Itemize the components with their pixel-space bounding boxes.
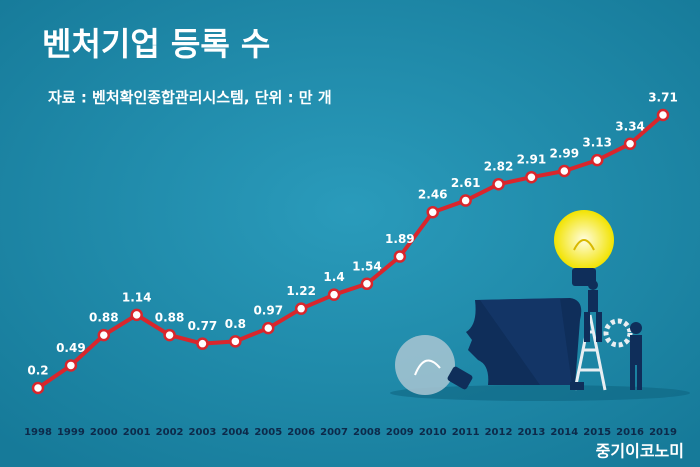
data-label: 1.54 <box>352 259 382 273</box>
data-label: 1.89 <box>385 232 415 246</box>
x-tick-label: 2000 <box>90 427 118 438</box>
x-tick-label: 2005 <box>254 427 282 438</box>
data-label: 0.88 <box>155 311 185 325</box>
data-point <box>130 308 143 322</box>
data-label: 0.88 <box>89 311 119 325</box>
data-label: 1.14 <box>122 290 152 304</box>
data-point <box>426 205 439 219</box>
data-label: 1.4 <box>323 270 344 284</box>
x-tick-label: 2004 <box>221 427 249 438</box>
data-point <box>294 302 308 315</box>
data-label: 3.13 <box>582 136 612 150</box>
data-label: 2.61 <box>451 176 481 190</box>
x-tick-label: 2006 <box>287 427 315 438</box>
data-point <box>31 381 45 395</box>
data-point <box>64 359 78 372</box>
data-label: 0.77 <box>188 319 218 333</box>
data-label: 0.49 <box>56 341 86 355</box>
x-tick-label: 2016 <box>616 427 644 438</box>
x-tick-label: 2019 <box>649 427 677 438</box>
data-point <box>590 153 604 167</box>
x-tick-label: 1999 <box>57 427 85 438</box>
data-label: 1.22 <box>286 284 316 298</box>
data-label: 3.71 <box>648 91 678 105</box>
data-label: 2.82 <box>484 160 514 174</box>
data-label: 0.97 <box>253 304 283 318</box>
x-tick-label: 2007 <box>320 427 348 438</box>
x-tick-label: 2012 <box>485 427 513 438</box>
x-tick-label: 2014 <box>550 427 578 438</box>
x-tick-label: 2011 <box>452 427 480 438</box>
data-label: 3.34 <box>615 119 645 133</box>
x-tick-label: 2013 <box>517 427 545 438</box>
x-tick-label: 2002 <box>156 427 184 438</box>
data-point <box>492 177 505 191</box>
data-point <box>558 164 571 178</box>
data-point <box>360 277 374 291</box>
data-label: 0.8 <box>225 317 246 331</box>
data-label: 0.2 <box>27 364 48 378</box>
data-point <box>327 288 341 301</box>
data-point <box>525 170 538 184</box>
data-point <box>163 328 176 342</box>
x-tick-label: 2001 <box>123 427 151 438</box>
data-label: 2.99 <box>550 147 580 161</box>
data-point <box>97 328 111 342</box>
chart-subtitle: 자료 : 벤처확인종합관리시스템, 단위 : 만 개 <box>48 89 332 107</box>
data-point <box>459 194 472 207</box>
data-point <box>656 108 670 122</box>
data-label: 2.46 <box>418 188 448 202</box>
data-point <box>393 250 407 263</box>
x-tick-label: 2010 <box>419 427 447 438</box>
source-logo: 중기이코노미 <box>596 442 684 461</box>
data-point <box>229 335 242 348</box>
x-tick-label: 1998 <box>24 427 52 438</box>
data-point <box>262 321 275 335</box>
x-tick-label: 2015 <box>583 427 611 438</box>
illustration <box>390 210 690 401</box>
x-tick-label: 2009 <box>386 427 414 438</box>
data-point <box>196 337 209 350</box>
data-point <box>623 137 637 151</box>
data-label: 2.91 <box>517 153 547 167</box>
chart-title: 벤처기업 등록 수 <box>42 25 270 63</box>
x-tick-label: 2003 <box>189 427 217 438</box>
x-tick-label: 2008 <box>353 427 381 438</box>
